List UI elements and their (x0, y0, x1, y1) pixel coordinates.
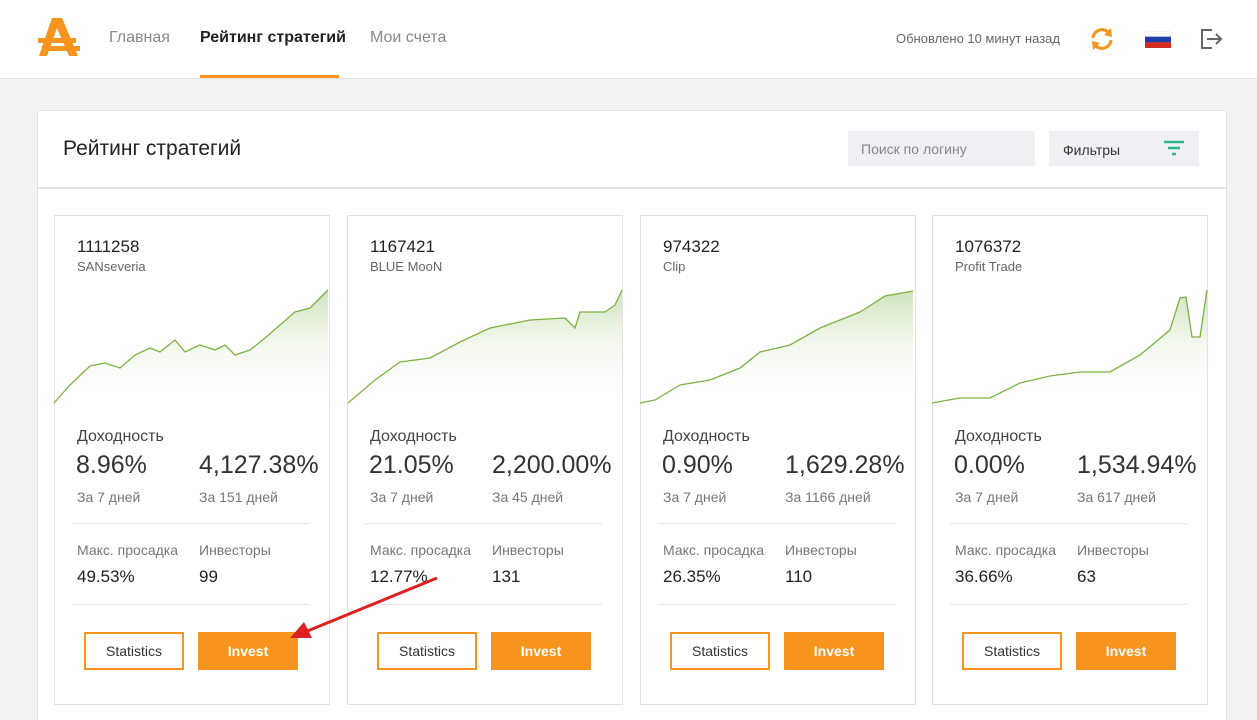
total-label: За 151 дней (199, 489, 278, 505)
nav-underline (200, 75, 339, 78)
investors-value: 99 (199, 567, 218, 586)
total-return: 1,534.94% (1077, 451, 1197, 479)
total-label: За 1166 дней (785, 489, 871, 505)
total-label: За 617 дней (1077, 489, 1156, 505)
drawdown-label: Макс. просадка (663, 542, 764, 558)
panel-title: Рейтинг стратегий (63, 137, 242, 160)
filter-icon (1164, 140, 1184, 156)
week-return: 0.00% (954, 451, 1025, 479)
strategy-id: 1167421 (370, 237, 435, 256)
language-flag[interactable] (1145, 31, 1171, 48)
header (0, 0, 1257, 79)
search-input[interactable]: Поиск по логину (848, 131, 1035, 166)
nav-item[interactable]: Рейтинг стратегий (200, 29, 346, 46)
total-return: 1,629.28% (785, 451, 905, 479)
strategy-name: BLUE MooN (370, 259, 443, 274)
drawdown-value: 36.66% (955, 567, 1013, 586)
logout-icon[interactable] (1199, 27, 1223, 51)
week-return: 8.96% (76, 451, 147, 479)
drawdown-value: 12.77% (370, 567, 428, 586)
strategy-name: Clip (663, 259, 686, 274)
drawdown-value: 26.35% (663, 567, 721, 586)
drawdown-label: Макс. просадка (370, 542, 471, 558)
divider (950, 523, 1187, 524)
week-label: За 7 дней (77, 489, 141, 505)
week-return: 21.05% (369, 451, 454, 479)
logo[interactable] (38, 16, 82, 58)
statistics-button[interactable]: Statistics (84, 632, 184, 670)
investors-value: 131 (492, 567, 521, 586)
refresh-icon[interactable] (1089, 26, 1115, 52)
strategy-name: Profit Trade (955, 259, 1023, 274)
investors-label: Инвесторы (785, 542, 857, 558)
divider (72, 604, 309, 605)
investors-label: Инвесторы (492, 542, 564, 558)
total-label: За 45 дней (492, 489, 564, 505)
week-label: За 7 дней (370, 489, 434, 505)
return-label: Доходность (370, 428, 457, 445)
investors-label: Инвесторы (1077, 542, 1149, 558)
drawdown-label: Макс. просадка (955, 542, 1056, 558)
total-return: 2,200.00% (492, 451, 612, 479)
statistics-button[interactable]: Statistics (377, 632, 477, 670)
updated-text: Обновлено 10 минут назад (896, 31, 1060, 46)
panel-divider (38, 187, 1226, 189)
invest-button[interactable]: Invest (1076, 632, 1176, 670)
invest-button[interactable]: Invest (198, 632, 298, 670)
return-label: Доходность (77, 428, 164, 445)
drawdown-value: 49.53% (77, 567, 135, 586)
statistics-button[interactable]: Statistics (670, 632, 770, 670)
divider (72, 523, 309, 524)
divider (365, 523, 602, 524)
strategy-id: 1111258 (77, 237, 140, 256)
nav-item[interactable]: Мои счета (370, 29, 447, 46)
divider (658, 604, 895, 605)
investors-value: 110 (785, 567, 813, 586)
week-label: За 7 дней (955, 489, 1019, 505)
strategy-name: SANseveria (77, 259, 146, 274)
return-label: Доходность (955, 428, 1042, 445)
invest-button[interactable]: Invest (784, 632, 884, 670)
strategy-id: 974322 (663, 237, 720, 256)
total-return: 4,127.38% (199, 451, 319, 479)
week-return: 0.90% (662, 451, 733, 479)
week-label: За 7 дней (663, 489, 727, 505)
nav-item[interactable]: Главная (109, 29, 170, 46)
investors-value: 63 (1077, 567, 1096, 586)
divider (950, 604, 1187, 605)
statistics-button[interactable]: Statistics (962, 632, 1062, 670)
drawdown-label: Макс. просадка (77, 542, 178, 558)
divider (365, 604, 602, 605)
divider (658, 523, 895, 524)
strategy-id: 1076372 (955, 237, 1022, 256)
return-label: Доходность (663, 428, 750, 445)
invest-button[interactable]: Invest (491, 632, 591, 670)
investors-label: Инвесторы (199, 542, 271, 558)
